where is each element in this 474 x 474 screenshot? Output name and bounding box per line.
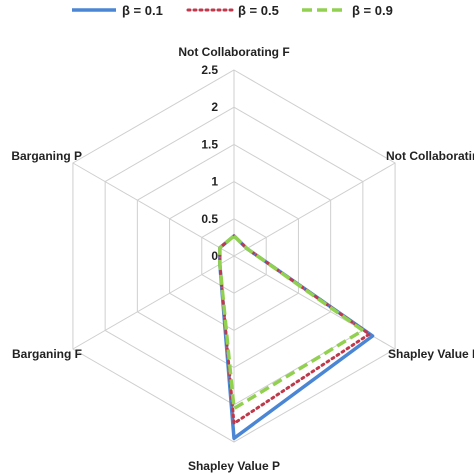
axis-label: Not Collaborating F xyxy=(178,45,289,59)
axis-label: Barganing P xyxy=(11,149,82,163)
series-line-3 xyxy=(218,234,365,411)
legend-label-3: β = 0.9 xyxy=(352,3,393,18)
legend-label-1: β = 0.1 xyxy=(122,3,163,18)
tick-label: 2.5 xyxy=(201,63,218,77)
series-lines xyxy=(218,234,375,441)
tick-label: 1.5 xyxy=(201,137,218,151)
spoke xyxy=(233,162,396,257)
legend-label-2: β = 0.5 xyxy=(238,3,279,18)
axis-label: Shapley Value F xyxy=(388,347,474,361)
axis-label: Shapley Value P xyxy=(188,459,280,473)
tick-label: 0 xyxy=(211,249,218,263)
axis-label: Not Collaborating P xyxy=(386,149,474,163)
spoke xyxy=(72,255,235,350)
legend: β = 0.1 β = 0.5 β = 0.9 xyxy=(72,3,393,18)
axis-labels: Not Collaborating F Not Collaborating P Sh… xyxy=(11,45,474,473)
tick-label: 0.5 xyxy=(201,212,218,226)
radar-spokes xyxy=(72,70,396,442)
spoke xyxy=(72,162,235,257)
tick-label: 1 xyxy=(211,175,218,189)
radial-tick-labels: 0 0.5 1 1.5 2 2.5 xyxy=(201,63,218,263)
tick-label: 2 xyxy=(211,100,218,114)
axis-label: Barganing F xyxy=(12,347,82,361)
